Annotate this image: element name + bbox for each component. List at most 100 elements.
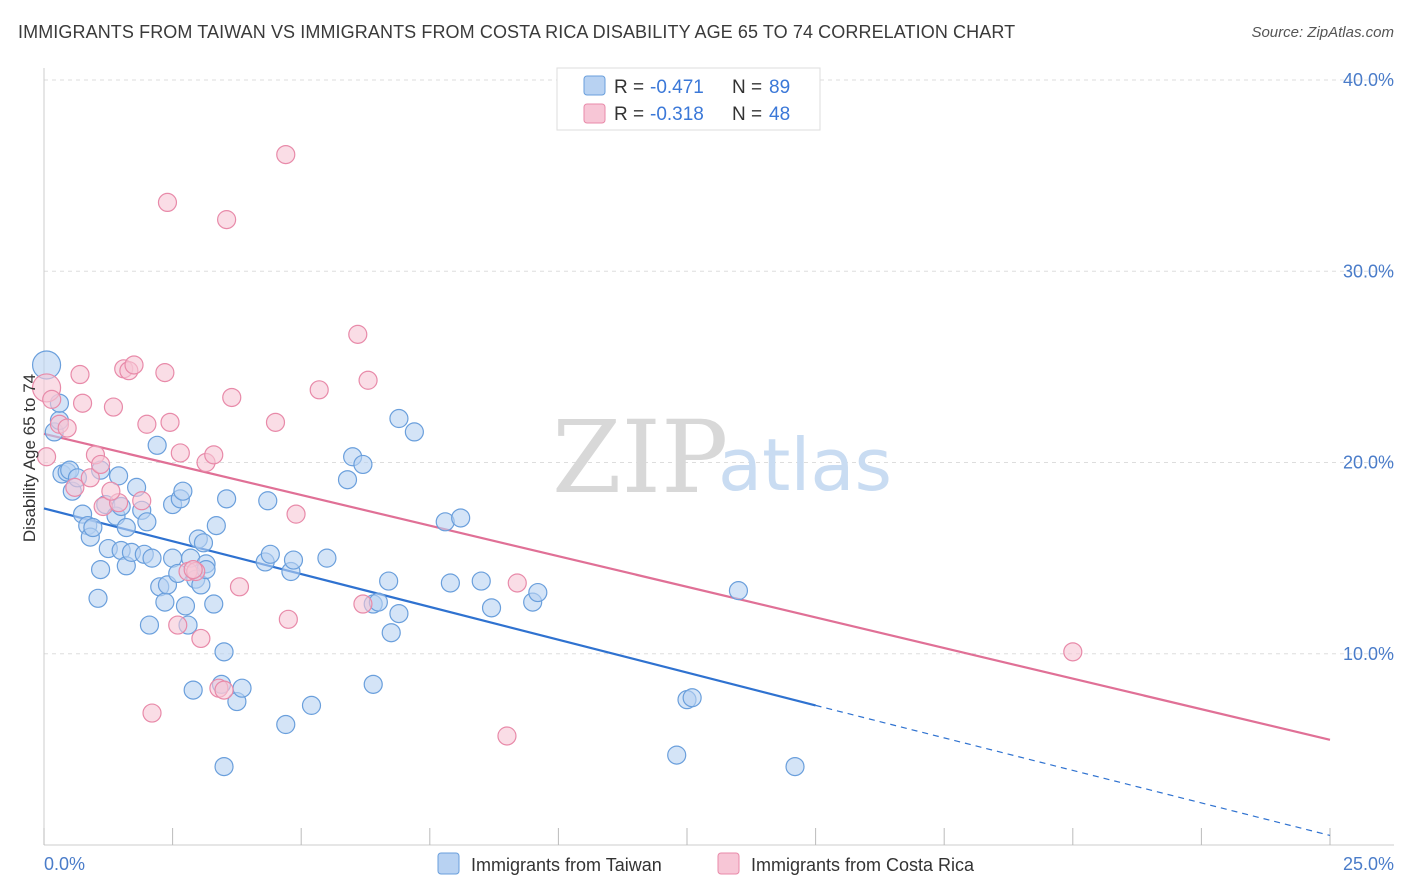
taiwan-point: [440, 573, 460, 593]
legend-swatch-taiwan: [583, 75, 606, 96]
taiwan-point: [155, 592, 175, 612]
taiwan-point: [260, 544, 280, 564]
y-tick-label: 40.0%: [1343, 70, 1394, 90]
costa-rica-point: [168, 615, 188, 635]
taiwan-point: [147, 435, 167, 455]
taiwan-point: [363, 674, 383, 694]
bottom-legend-swatch-taiwan: [437, 852, 460, 875]
y-tick-label: 20.0%: [1343, 453, 1394, 473]
legend-costa-r-label: R =: [614, 104, 649, 125]
taiwan-point: [193, 533, 214, 553]
watermark-atlas: atlas: [718, 423, 892, 507]
costa-rica-point: [348, 324, 368, 344]
watermark-zip: ZIP: [552, 399, 728, 516]
taiwan-point: [139, 615, 160, 635]
taiwan-point: [175, 596, 196, 616]
taiwan-point: [682, 688, 702, 708]
taiwan-point: [481, 598, 502, 618]
taiwan-point: [83, 517, 103, 538]
costa-rica-point: [124, 355, 144, 375]
taiwan-point: [389, 603, 409, 624]
taiwan-point: [214, 756, 234, 777]
taiwan-point: [728, 581, 749, 601]
legend-costa-n-label: N =: [732, 104, 767, 125]
costa-rica-point: [222, 387, 242, 408]
costa-rica-point: [132, 491, 152, 511]
costa-rica-point: [101, 481, 121, 501]
legend-taiwan-r-label: R =: [614, 77, 649, 98]
taiwan-point: [276, 714, 296, 735]
taiwan-point: [379, 571, 399, 591]
taiwan-point: [471, 571, 491, 591]
x-tick-label: 25.0%: [1343, 854, 1394, 874]
taiwan-point: [667, 745, 687, 765]
taiwan-point: [317, 548, 337, 568]
taiwan-point: [90, 559, 111, 580]
bottom-legend-swatch-costa-rica: [717, 852, 740, 875]
y-axis-label: Disability Age 65 to 74: [20, 374, 39, 542]
costa-rica-point: [70, 364, 90, 385]
costa-rica-point: [1063, 642, 1083, 662]
costa-rica-point: [229, 577, 250, 597]
y-tick-label: 30.0%: [1343, 261, 1394, 281]
taiwan-point: [381, 623, 401, 643]
legend-taiwan-n-label: N =: [732, 77, 767, 98]
y-tick-labels: 10.0% 20.0% 30.0% 40.0%: [1343, 70, 1394, 664]
costa-rica-point: [72, 393, 93, 413]
costa-rica-point: [157, 192, 178, 212]
taiwan-point: [353, 454, 373, 475]
taiwan-point: [258, 491, 278, 511]
costa-rica-point: [36, 447, 57, 467]
costa-rica-point: [160, 412, 180, 432]
taiwan-point: [283, 550, 304, 570]
costa-rica-point: [42, 389, 62, 409]
scatter-points: [31, 144, 1083, 777]
watermark: ZIP atlas: [552, 399, 892, 516]
taiwan-point: [137, 512, 157, 532]
grid-lines: [44, 79, 1394, 655]
x-tick-labels: 0.0% 25.0%: [44, 854, 1394, 874]
y-tick-label: 10.0%: [1343, 644, 1394, 664]
costa-rica-point: [278, 609, 298, 629]
costa-rica-point: [286, 504, 306, 524]
stats-legend: R = -0.471 N = 89 R = -0.318 N = 48: [556, 67, 821, 131]
costa-rica-point: [265, 412, 286, 432]
taiwan-point: [116, 517, 136, 538]
bottom-legend-costa-rica: Immigrants from Costa Rica: [751, 855, 975, 875]
trend-lines: [43, 432, 1331, 837]
costa-rica-point: [183, 559, 203, 580]
legend-taiwan-n-value: 89: [769, 77, 790, 98]
costa-rica-point: [80, 468, 100, 488]
taiwan-point: [785, 756, 805, 777]
taiwan-trend-line: [43, 507, 816, 707]
taiwan-point: [88, 588, 108, 608]
taiwan-point: [217, 489, 237, 509]
costa-rica-point: [103, 397, 124, 417]
costa-rica-point: [65, 477, 85, 497]
costa-rica-point: [137, 414, 157, 434]
costa-rica-point: [507, 573, 527, 593]
series-legend: Immigrants from Taiwan Immigrants from C…: [437, 852, 975, 875]
costa-rica-point: [155, 363, 175, 383]
costa-rica-point: [57, 418, 77, 438]
costa-rica-point: [170, 443, 190, 463]
bottom-legend-taiwan: Immigrants from Taiwan: [471, 855, 662, 875]
costa-rica-point: [276, 144, 296, 165]
taiwan-point: [214, 642, 234, 662]
costa-rica-point: [217, 210, 237, 230]
taiwan-point: [404, 422, 424, 442]
costa-rica-point: [358, 370, 378, 390]
taiwan-point: [173, 481, 193, 501]
costa-rica-point: [142, 703, 162, 723]
costa-rica-point: [309, 380, 329, 400]
taiwan-point: [183, 680, 203, 700]
legend-taiwan-r-value: -0.471: [650, 77, 704, 98]
costa-rica-point: [191, 628, 211, 649]
taiwan-point: [206, 516, 226, 536]
taiwan-point: [204, 594, 224, 614]
costa-rica-point: [204, 445, 224, 465]
legend-costa-n-value: 48: [769, 104, 790, 125]
taiwan-point: [142, 548, 162, 568]
chart-source: Source: ZipAtlas.com: [1251, 24, 1394, 41]
